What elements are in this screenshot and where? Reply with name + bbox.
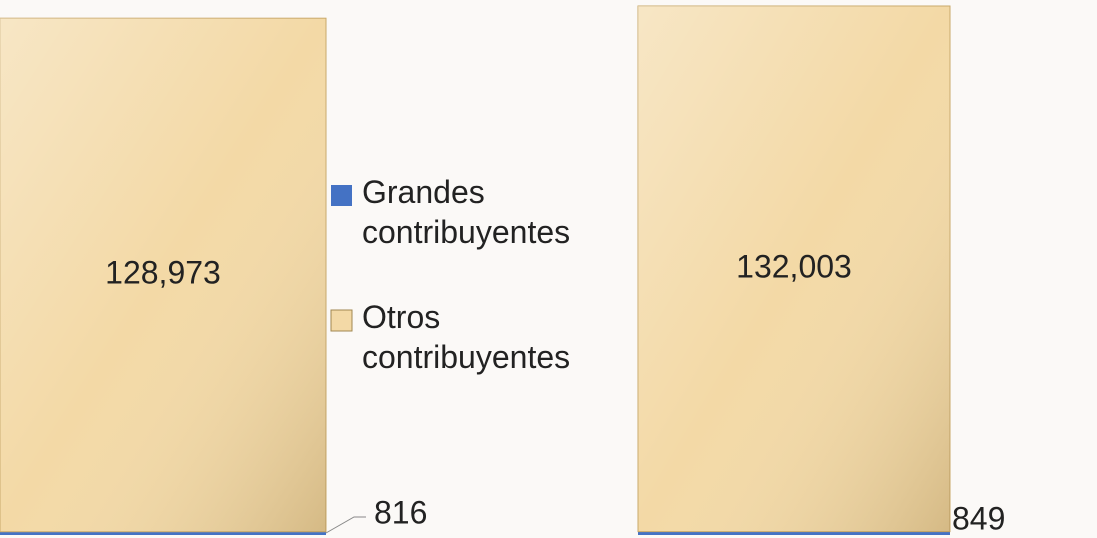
- legend-label: Grandes contribuyentes: [362, 174, 570, 250]
- legend-swatch: [331, 185, 352, 206]
- legend-label-line: contribuyentes: [362, 214, 570, 250]
- legend-label-line: contribuyentes: [362, 339, 570, 375]
- data-label: 132,003: [736, 248, 852, 284]
- bar-segment: [638, 531, 950, 535]
- data-label: 849: [952, 500, 1005, 536]
- bar-bevel: [0, 18, 326, 532]
- legend-label-line: Grandes: [362, 174, 485, 210]
- data-label: 128,973: [105, 254, 221, 290]
- data-label: 816: [374, 494, 427, 530]
- bar-bevel: [638, 6, 950, 532]
- legend-label-line: Otros: [362, 299, 440, 335]
- legend-swatch: [330, 309, 353, 332]
- legend-label: Otros contribuyentes: [362, 299, 570, 375]
- bar-segment: [0, 531, 326, 535]
- leader-line: [325, 516, 366, 534]
